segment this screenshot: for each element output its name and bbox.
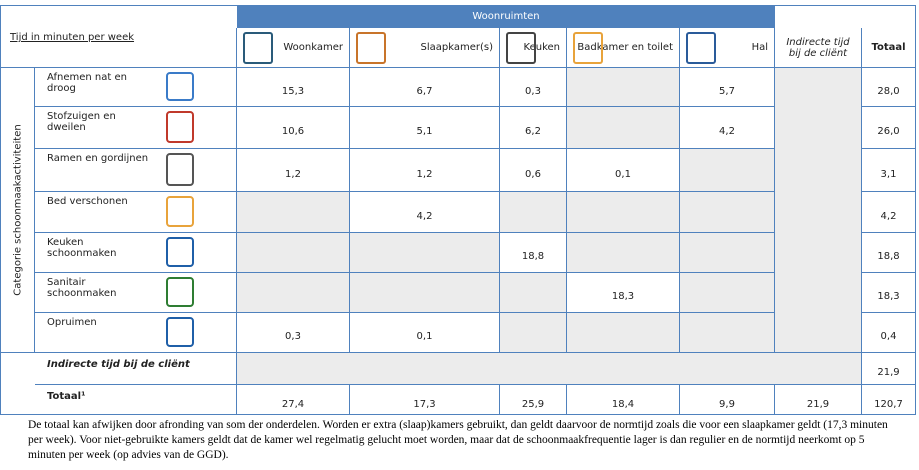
total-cell: 9,9 (680, 385, 775, 415)
cell: 4,2 (862, 192, 916, 233)
cell: 0,6 (500, 149, 567, 192)
column-icon (243, 32, 273, 64)
cell (567, 68, 680, 107)
cell (567, 107, 680, 149)
cell: 10,6 (237, 107, 350, 149)
total-cell: 27,4 (237, 385, 350, 415)
cell (680, 233, 775, 273)
cell (350, 273, 500, 313)
cell: 18,3 (862, 273, 916, 313)
total-cell: 120,7 (862, 385, 916, 415)
cell: 0,3 (237, 313, 350, 353)
banner: Woonruimten (237, 5, 775, 28)
total-cell: 25,9 (500, 385, 567, 415)
cell: 6,7 (350, 68, 500, 107)
row-icon (166, 196, 194, 227)
row-icon (166, 72, 194, 101)
cell (567, 313, 680, 353)
indirect-block (775, 68, 862, 353)
row-label: Bed verschonen (35, 192, 237, 233)
cell: 18,8 (862, 233, 916, 273)
column-icon (506, 32, 536, 64)
side-label-text: Categorie schoonmaakactiviteiten (12, 124, 23, 296)
cell: 18,3 (567, 273, 680, 313)
cell (680, 313, 775, 353)
footnote: De totaal kan afwijken door afronding va… (28, 419, 888, 461)
cell: 18,8 (500, 233, 567, 273)
cell (237, 233, 350, 273)
row-label: Opruimen (35, 313, 237, 353)
cell: 6,2 (500, 107, 567, 149)
cell (680, 192, 775, 233)
column-header: Totaal (862, 28, 916, 68)
column-icon (573, 32, 603, 64)
cell (567, 233, 680, 273)
cell: 0,3 (500, 68, 567, 107)
cell (237, 273, 350, 313)
cell (680, 149, 775, 192)
cell: 5,7 (680, 68, 775, 107)
column-header: Hal (680, 28, 775, 68)
total-label: Totaal¹ (0, 385, 237, 415)
cell: 3,1 (862, 149, 916, 192)
cell: 4,2 (350, 192, 500, 233)
row-label: Stofzuigen en dweilen (35, 107, 237, 149)
indirect-total: 21,9 (862, 353, 916, 385)
row-icon (166, 277, 194, 307)
column-header: Woonkamer (237, 28, 350, 68)
cell: 15,3 (237, 68, 350, 107)
cell: 28,0 (862, 68, 916, 107)
cell (567, 192, 680, 233)
cell (500, 313, 567, 353)
cell (500, 192, 567, 233)
cell: 0,1 (567, 149, 680, 192)
row-label: Afnemen nat en droog (35, 68, 237, 107)
cell: 0,4 (862, 313, 916, 353)
side-label (0, 68, 35, 353)
cell: 0,1 (350, 313, 500, 353)
total-cell: 21,9 (775, 385, 862, 415)
cell: 5,1 (350, 107, 500, 149)
cell (350, 233, 500, 273)
cell (237, 192, 350, 233)
cell: 26,0 (862, 107, 916, 149)
row-label: Keuken schoonmaken (35, 233, 237, 273)
row-icon (166, 237, 194, 267)
column-icon (356, 32, 386, 64)
row-label: Sanitair schoonmaken (35, 273, 237, 313)
row-icon (166, 111, 194, 143)
column-header: Badkamer en toilet (567, 28, 680, 68)
cell (680, 273, 775, 313)
indirect-label: Indirecte tijd bij de cliënt (35, 353, 237, 385)
indirect-grey (237, 353, 862, 385)
column-icon (686, 32, 716, 64)
row-icon (166, 153, 194, 186)
cell: 1,2 (237, 149, 350, 192)
column-header: Indirecte tijd bij de cliënt (775, 28, 862, 68)
total-cell: 18,4 (567, 385, 680, 415)
row-icon (166, 317, 194, 347)
cell: 4,2 (680, 107, 775, 149)
corner-header: Tijd in minuten per week (0, 28, 237, 68)
cell: 1,2 (350, 149, 500, 192)
row-label: Ramen en gordijnen (35, 149, 237, 192)
total-cell: 17,3 (350, 385, 500, 415)
cell (500, 273, 567, 313)
column-header: Keuken (500, 28, 567, 68)
column-header: Slaapkamer(s) (350, 28, 500, 68)
